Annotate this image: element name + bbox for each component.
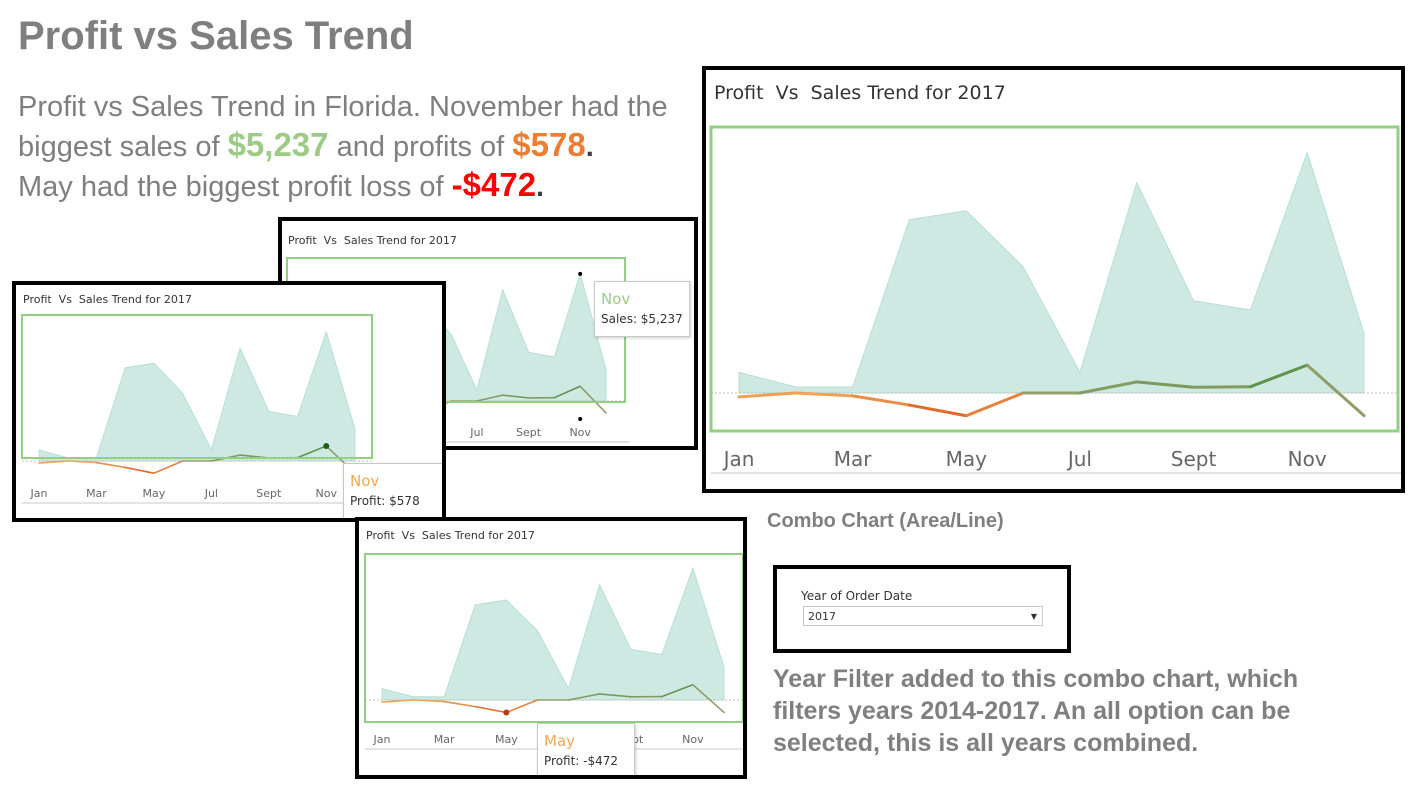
year-select[interactable]: 2017 ▼ [803, 606, 1043, 626]
tooltip-month: Nov [601, 290, 631, 308]
x-tick-label: Mar [86, 487, 107, 500]
chart-panel-main: Profit Vs Sales Trend for 2017 Jan Mar May… [702, 66, 1405, 493]
dropdown-arrow-icon[interactable]: ▼ [1030, 612, 1037, 621]
profit-line-segment [737, 391, 798, 399]
sales-highlight: $5,237 [227, 126, 329, 163]
profit-line-segment [692, 683, 725, 714]
profit-line-segment [501, 394, 530, 399]
tooltip-value: Sales: $5,237 [601, 312, 683, 326]
summary-text: Profit vs Sales Trend in Florida. Novemb… [18, 88, 718, 206]
selection-frame [709, 125, 1400, 433]
sales-area [38, 330, 356, 462]
profit-line-segment [598, 693, 632, 698]
profit-line-segment [907, 403, 968, 418]
profit-line-segment [661, 683, 694, 698]
profit-line-segment [579, 385, 607, 414]
profit-line-segment [505, 699, 539, 714]
profit-point-highlight [503, 709, 510, 716]
profit-line-segment [296, 445, 328, 459]
profit-point-highlight [578, 417, 583, 421]
sales-area [738, 151, 1365, 394]
x-tick-label: Mar [834, 447, 873, 471]
selection-frame [364, 553, 743, 723]
x-tick-label: Jul [1066, 447, 1092, 471]
summary-part-2: and profits of [328, 131, 513, 163]
profit-line-segment [1248, 363, 1309, 389]
x-tick-label: Jul [469, 426, 483, 439]
year-select-value: 2017 [808, 610, 836, 623]
profit-line-segment [851, 394, 911, 407]
profit-line-segment [567, 693, 601, 701]
sales-point-highlight [578, 271, 583, 276]
profit-line-segment [443, 700, 477, 708]
filter-note: Year Filter added to this combo chart, w… [773, 665, 1299, 757]
tooltip-nov-sales: Nov Sales: $5,237 [594, 281, 690, 337]
tooltip-may-profit: May Profit: -$472 [537, 723, 635, 775]
chart-title: Profit Vs Sales Trend for 2017 [288, 234, 457, 247]
tooltip-month: Nov [350, 472, 380, 490]
profit-line-segment [412, 699, 445, 703]
profit-line-segment [794, 391, 855, 398]
summary-part-3: . [585, 131, 594, 163]
x-tick-label: Nov [569, 426, 591, 439]
chart-panel-nov-profit: Profit Vs Sales Trend for 2017 Jan Mar May… [12, 281, 446, 522]
profit-line-segment [474, 705, 508, 714]
selection-frame [21, 314, 373, 459]
profit-line-segment [381, 699, 414, 703]
profit-line-segment [1305, 363, 1366, 418]
profit-highlight: $578 [512, 126, 586, 163]
x-tick-label: Mar [434, 733, 455, 746]
x-tick-label: Sept [1171, 447, 1217, 471]
tooltip-month: May [544, 732, 576, 750]
tooltip-value: Profit: -$472 [544, 754, 619, 768]
tooltip-value: Profit: $578 [350, 494, 420, 508]
profit-line-segment [38, 460, 69, 464]
summary-part-1: Profit vs Sales Trend in Florida. Novemb… [18, 91, 668, 163]
profit-line-segment [66, 460, 98, 464]
x-tick-label: Nov [682, 733, 704, 746]
profit-line-segment [553, 385, 581, 399]
x-tick-label: Nov [1288, 447, 1327, 471]
filter-label: Year of Order Date [801, 589, 913, 603]
chart-type-label: Combo Chart (Area/Line) [767, 510, 1004, 532]
page-title: Profit vs Sales Trend [18, 14, 414, 58]
year-filter-panel: Year of Order Date 2017 ▼ [773, 565, 1071, 653]
chart-panel-may-profit: Profit Vs Sales Trend for 2017 Jan Mar May… [355, 517, 747, 779]
profit-line-segment [476, 394, 504, 402]
profit-line-segment [153, 460, 184, 475]
chart-title: Profit Vs Sales Trend for 2017 [23, 293, 192, 306]
summary-part-4: May had the biggest profit loss of [18, 171, 452, 203]
combo-chart: Jan Mar May Jul Sept Nov [709, 125, 1401, 474]
profit-line-segment [1078, 380, 1139, 395]
loss-highlight: -$472 [451, 166, 537, 203]
x-tick-label: May [495, 733, 518, 746]
sales-area [381, 566, 725, 701]
x-tick-label: Nov [316, 487, 338, 500]
tooltip-nov-profit: Nov Profit: $578 [343, 463, 442, 518]
x-tick-label: Jan [722, 447, 755, 471]
profit-line-segment [964, 391, 1025, 418]
profit-line-segment [124, 466, 155, 475]
combo-chart: Jan Mar May Jul Sept Nov [21, 314, 377, 504]
x-tick-label: Jan [30, 487, 48, 500]
x-tick-label: Sept [516, 426, 542, 439]
x-tick-label: Jul [204, 487, 218, 500]
x-tick-label: Jan [373, 733, 391, 746]
x-tick-label: May [946, 447, 988, 471]
x-tick-label: May [143, 487, 166, 500]
profit-line-segment [1135, 380, 1196, 389]
summary-part-5: . [536, 171, 545, 203]
profit-line-segment [95, 461, 126, 469]
chart-title: Profit Vs Sales Trend for 2017 [366, 529, 535, 542]
chart-title: Profit Vs Sales Trend for 2017 [714, 82, 1006, 104]
profit-point-highlight [323, 443, 330, 450]
x-tick-label: Sept [256, 487, 282, 500]
